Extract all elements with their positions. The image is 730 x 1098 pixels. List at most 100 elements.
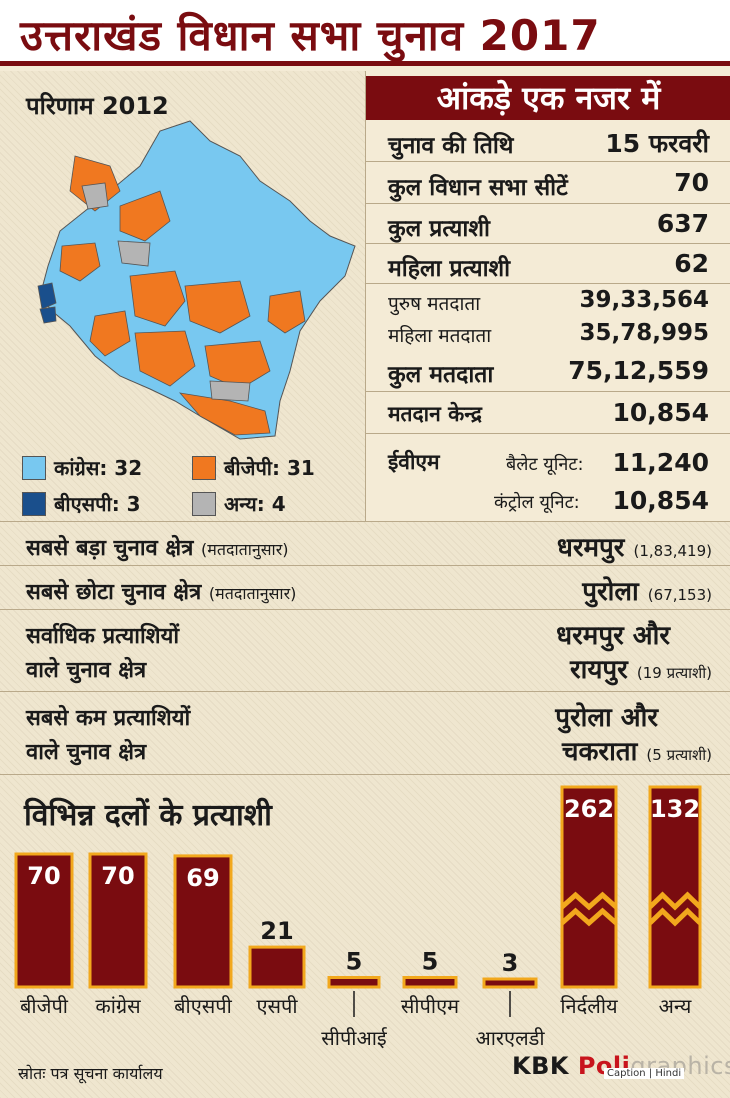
map-label: परिणाम 2012: [26, 92, 169, 120]
fact-label-line2: वाले चुनाव क्षेत्र: [26, 658, 147, 683]
fact-value-line1: धरमपुर और: [556, 621, 670, 651]
fact-row: सर्वाधिक प्रत्याशियों वाले चुनाव क्षेत्र…: [0, 609, 730, 691]
fact-value: पुरोला (67,153): [582, 577, 712, 607]
state-outline: [39, 120, 356, 440]
stat-label: महिला प्रत्याशी: [388, 256, 511, 282]
bar-3: [248, 945, 306, 989]
fact-value-line2: चकराता (5 प्रत्याशी): [561, 737, 712, 767]
bar-8: [648, 785, 702, 989]
control-label: कंट्रोल यूनिट:: [494, 492, 580, 513]
legend-label: बीजेपी: 31: [224, 456, 315, 480]
category-label: सीपीआई: [321, 1026, 388, 1050]
stat-value: 637: [656, 209, 709, 238]
region-bsp-2: [39, 306, 57, 324]
bar-value-label: 3: [502, 949, 519, 977]
chart-title: विभिन्न दलों के प्रत्याशी: [24, 798, 272, 833]
category-label: आरएलडी: [475, 1026, 545, 1050]
stat-row: कुल विधान सभा सीटें 70: [366, 162, 730, 204]
fact-label: सबसे छोटा चुनाव क्षेत्र (मतदातानुसार): [26, 580, 297, 605]
ballot-label: बैलेट यूनिट:: [506, 454, 584, 475]
stat-row: महिला प्रत्याशी 62: [366, 244, 730, 284]
region-bjp-5: [184, 280, 251, 334]
stat-row: मतदान केन्द्र 10,854: [366, 392, 730, 434]
facts-panel: सबसे बड़ा चुनाव क्षेत्र (मतदातानुसार) धर…: [0, 521, 730, 774]
stat-value: 15 फरवरी: [605, 129, 709, 158]
region-bjp-10: [89, 310, 131, 357]
stat-row: कुल प्रत्याशी 637: [366, 204, 730, 244]
bar-5: [402, 976, 458, 989]
category-label: कांग्रेस: [95, 994, 141, 1018]
stat-value: 75,12,559: [568, 356, 709, 385]
category-label: अन्य: [659, 994, 692, 1018]
stat-row: पुरुष मतदाता 39,33,564: [366, 284, 730, 318]
fact-value-line2: रायपुर (19 प्रत्याशी): [569, 655, 712, 685]
bar-chart: 70 बीजेपी 70 कांग्रेस 69 बीएसपी 21 एसपी 5 सीपीआई 5…: [14, 785, 702, 1050]
fact-row: सबसे छोटा चुनाव क्षेत्र (मतदातानुसार) पु…: [0, 565, 730, 609]
legend-label: बीएसपी: 3: [54, 492, 141, 516]
stat-label: कुल प्रत्याशी: [388, 216, 490, 242]
region-others-2: [117, 240, 151, 267]
region-bjp-3: [59, 242, 101, 282]
stat-row: चुनाव की तिथि 15 फरवरी: [366, 120, 730, 162]
legend-swatch: [22, 455, 46, 480]
title-bar: उत्तराखंड विधान सभा चुनाव 2017: [0, 0, 730, 66]
region-bjp-2: [119, 190, 171, 242]
legend-others: अन्य: 4: [192, 490, 286, 517]
category-label: एसपी: [256, 994, 298, 1018]
bar-value-label: 70: [27, 862, 60, 890]
stat-label: मतदान केन्द्र: [388, 402, 482, 426]
region-bjp-4: [129, 270, 186, 327]
stat-label: कुल विधान सभा सीटें: [388, 175, 568, 201]
map-panel: परिणाम 2012 कांग्रेस: 3: [0, 71, 365, 521]
bar-value-label: 5: [422, 948, 439, 976]
legend-label: कांग्रेस: 32: [54, 456, 143, 480]
region-bjp-7: [204, 340, 271, 390]
legend-bjp: बीजेपी: 31: [192, 454, 315, 481]
fact-value-line1: पुरोला और: [555, 703, 658, 733]
bar-value-label: 132: [650, 795, 700, 823]
region-bsp-1: [37, 282, 57, 310]
stat-row: महिला मतदाता 35,78,995: [366, 318, 730, 350]
stat-label: कुल मतदाता: [388, 362, 494, 388]
category-label: बीएसपी: [174, 994, 233, 1018]
bar-0: [14, 852, 74, 989]
stat-value: 10,854: [612, 398, 709, 427]
bar-6: [482, 977, 538, 989]
stat-value: 39,33,564: [579, 287, 710, 313]
stat-label: चुनाव की तिथि: [388, 133, 514, 159]
region-others-3: [209, 380, 251, 402]
fact-label-line2: वाले चुनाव क्षेत्र: [26, 740, 147, 765]
bar-value-label: 69: [186, 864, 219, 892]
legend-swatch: [192, 491, 216, 516]
category-label: निर्दलीय: [560, 994, 618, 1018]
legend-swatch: [22, 491, 46, 516]
bar-value-label: 262: [564, 795, 614, 823]
stat-value: 70: [674, 168, 709, 197]
legend-swatch: [192, 455, 216, 480]
axis-break-7: [560, 891, 618, 927]
evm-label: ईवीएम: [388, 450, 440, 474]
fact-row: सबसे बड़ा चुनाव क्षेत्र (मतदातानुसार) धर…: [0, 521, 730, 565]
page-title: उत्तराखंड विधान सभा चुनाव 2017: [20, 11, 601, 60]
stat-label: पुरुष मतदाता: [388, 293, 481, 315]
region-others-1: [81, 182, 109, 210]
legend-congress: कांग्रेस: 32: [22, 454, 142, 481]
fact-value: धरमपुर (1,83,419): [556, 533, 712, 563]
category-label: सीपीएम: [401, 994, 460, 1018]
stats-header: आंकड़े एक नजर में: [366, 76, 730, 120]
region-bjp-8: [267, 290, 306, 334]
bar-value-label: 70: [101, 862, 134, 890]
ballot-value: 11,240: [612, 448, 709, 477]
fact-label: सबसे बड़ा चुनाव क्षेत्र (मतदातानुसार): [26, 536, 289, 561]
uttarakhand-map: [37, 120, 356, 440]
bar-4: [327, 976, 381, 989]
fact-label-line1: सर्वाधिक प्रत्याशियों: [26, 624, 180, 649]
caption-tag: Caption | Hindi: [604, 1068, 685, 1079]
bar-value-label: 5: [346, 948, 363, 976]
control-value: 10,854: [612, 486, 709, 515]
fact-label-line1: सबसे कम प्रत्याशियों: [26, 706, 191, 731]
category-label: बीजेपी: [20, 994, 69, 1018]
bar-1: [88, 852, 148, 989]
stats-panel: आंकड़े एक नजर में चुनाव की तिथि 15 फरवरी…: [365, 71, 730, 521]
stat-row: कुल मतदाता 75,12,559: [366, 350, 730, 392]
